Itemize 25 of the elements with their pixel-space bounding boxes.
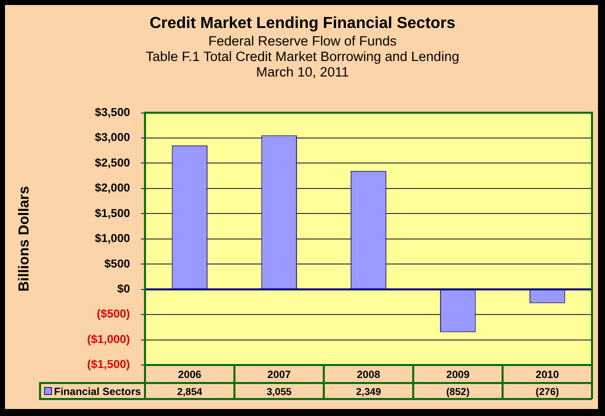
x-tick-label: 2010 bbox=[536, 369, 560, 382]
y-tick-label: $500 bbox=[104, 258, 130, 270]
legend-label: Financial Sectors bbox=[54, 386, 142, 398]
y-tick-label: $0 bbox=[117, 284, 130, 296]
y-tick-label: $3,000 bbox=[94, 132, 130, 144]
x-tick-label: 2009 bbox=[446, 369, 470, 382]
data-label: 3,055 bbox=[266, 386, 292, 398]
y-tick-label: $2,500 bbox=[94, 157, 130, 170]
chart-title: Credit Market Lending Financial Sectors bbox=[150, 15, 456, 32]
y-tick-label: ($1,500) bbox=[87, 359, 130, 372]
y-tick-label: ($500) bbox=[96, 308, 130, 321]
chart-subtitle: Federal Reserve Flow of Funds Table F.1 Total Credit Market Borrowing and Lending March 10, 2011 bbox=[146, 34, 460, 80]
data-label: (852) bbox=[446, 386, 470, 398]
y-tick-label: $1,500 bbox=[94, 208, 130, 220]
y-tick-label: ($1,000) bbox=[87, 334, 130, 346]
data-label: 2,349 bbox=[356, 386, 382, 398]
x-tick-label: 2008 bbox=[356, 369, 380, 382]
y-tick-label: $3,500 bbox=[94, 106, 130, 119]
y-tick-label: $1,000 bbox=[94, 233, 130, 246]
x-tick-label: 2006 bbox=[178, 369, 202, 382]
x-tick-label: 2007 bbox=[267, 369, 291, 382]
data-label: 2,854 bbox=[177, 386, 203, 398]
y-tick-label: $2,000 bbox=[94, 182, 130, 195]
y-axis-title: Billions Dollars bbox=[16, 186, 33, 292]
data-label: (276) bbox=[536, 386, 559, 398]
